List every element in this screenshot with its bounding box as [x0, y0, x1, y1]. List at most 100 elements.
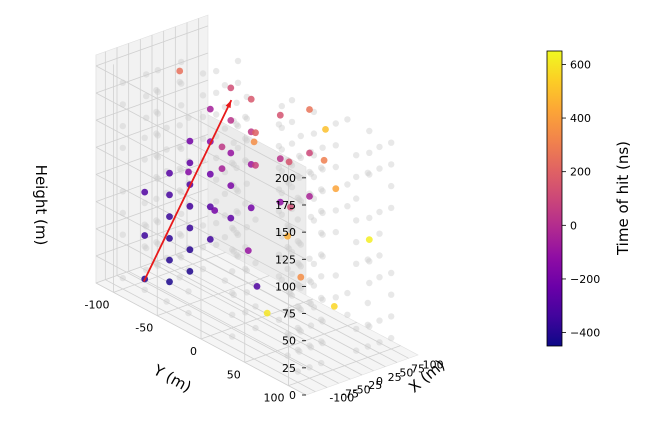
- hit-point: [227, 117, 235, 124]
- unhit-dom: [388, 204, 395, 212]
- unhit-dom: [278, 254, 285, 262]
- unhit-dom: [141, 243, 148, 250]
- unhit-dom: [310, 260, 318, 268]
- unhit-dom: [366, 214, 373, 222]
- unhit-dom: [318, 186, 325, 193]
- unhit-dom: [176, 187, 183, 194]
- colorbar-tick-label: 600: [570, 58, 591, 71]
- hit-point: [250, 138, 258, 146]
- z-tick-label: 0: [289, 389, 296, 402]
- unhit-dom: [176, 143, 183, 151]
- x-tick-label: -25: [364, 379, 382, 392]
- unhit-dom: [353, 217, 360, 224]
- unhit-dom: [221, 212, 229, 219]
- unhit-dom: [119, 101, 127, 108]
- hit-point: [252, 129, 259, 137]
- unhit-dom: [332, 294, 339, 301]
- unhit-dom: [285, 289, 293, 296]
- unhit-dom: [366, 279, 373, 287]
- unhit-dom: [306, 255, 313, 262]
- unhit-dom: [278, 189, 285, 197]
- unhit-dom: [154, 262, 161, 269]
- hit-point: [227, 149, 235, 157]
- unhit-dom: [199, 92, 207, 99]
- hit-point: [276, 155, 284, 163]
- unhit-dom: [178, 80, 185, 87]
- unhit-dom: [294, 368, 301, 375]
- hit-point: [185, 168, 192, 176]
- unhit-dom: [178, 145, 185, 152]
- unhit-dom: [294, 303, 301, 310]
- unhit-dom: [287, 312, 294, 319]
- unhit-dom: [234, 253, 242, 260]
- unhit-dom: [185, 114, 192, 121]
- hit-point: [227, 182, 235, 190]
- unhit-dom: [344, 181, 351, 188]
- unhit-dom: [294, 194, 301, 201]
- hit-point: [186, 159, 194, 167]
- unhit-dom: [230, 291, 237, 298]
- hit-point: [287, 203, 294, 211]
- hit-point: [306, 193, 313, 200]
- unhit-dom: [243, 224, 250, 231]
- unhit-dom: [388, 291, 395, 298]
- unhit-dom: [229, 224, 236, 232]
- hit-point: [166, 235, 173, 242]
- unhit-dom: [306, 168, 313, 176]
- hit-point: [206, 170, 214, 178]
- unhit-dom: [388, 139, 395, 146]
- unhit-dom: [141, 134, 148, 141]
- unhit-dom: [319, 318, 326, 325]
- unhit-dom: [285, 245, 293, 252]
- unhit-dom: [234, 57, 242, 65]
- unhit-dom: [229, 159, 236, 166]
- unhit-dom: [153, 108, 160, 116]
- unhit-dom: [366, 258, 373, 265]
- unhit-dom: [344, 289, 351, 297]
- unhit-dom: [388, 182, 395, 190]
- unhit-dom: [296, 174, 303, 181]
- unhit-dom: [388, 334, 395, 342]
- unhit-dom: [288, 292, 296, 299]
- unhit-dom: [230, 139, 237, 146]
- unhit-dom: [213, 67, 220, 75]
- hit-point: [285, 158, 293, 166]
- unhit-dom: [229, 311, 236, 318]
- unhit-dom: [221, 82, 229, 89]
- unhit-dom: [143, 223, 150, 230]
- unhit-dom: [275, 316, 283, 323]
- unhit-dom: [243, 289, 250, 296]
- unhit-dom: [296, 152, 303, 160]
- unhit-dom: [297, 263, 304, 270]
- hit-point: [227, 84, 235, 92]
- unhit-dom: [284, 330, 291, 338]
- unhit-dom: [285, 332, 293, 339]
- colorbar-tick-label: −200: [570, 273, 600, 286]
- hit-point: [206, 105, 214, 113]
- unhit-dom: [178, 189, 185, 196]
- unhit-dom: [307, 344, 315, 351]
- unhit-dom: [119, 188, 127, 195]
- unhit-dom: [319, 166, 326, 173]
- unhit-dom: [364, 299, 371, 307]
- unhit-dom: [252, 324, 259, 332]
- unhit-dom: [376, 230, 383, 237]
- unhit-dom: [233, 164, 240, 172]
- unhit-dom: [243, 267, 250, 274]
- colorbar-tick-label: 200: [570, 166, 591, 179]
- unhit-dom: [318, 359, 325, 367]
- colorbar-label: Time of hit (ns): [614, 141, 632, 256]
- unhit-dom: [163, 298, 170, 305]
- hit-point: [253, 283, 261, 290]
- unhit-dom: [288, 118, 296, 126]
- hit-point: [166, 256, 173, 264]
- unhit-dom: [185, 288, 192, 295]
- unhit-dom: [275, 142, 283, 150]
- unhit-dom: [143, 114, 150, 122]
- unhit-dom: [234, 188, 242, 195]
- grid-line: [288, 345, 401, 387]
- hit-point: [306, 106, 313, 113]
- unhit-dom: [154, 240, 161, 248]
